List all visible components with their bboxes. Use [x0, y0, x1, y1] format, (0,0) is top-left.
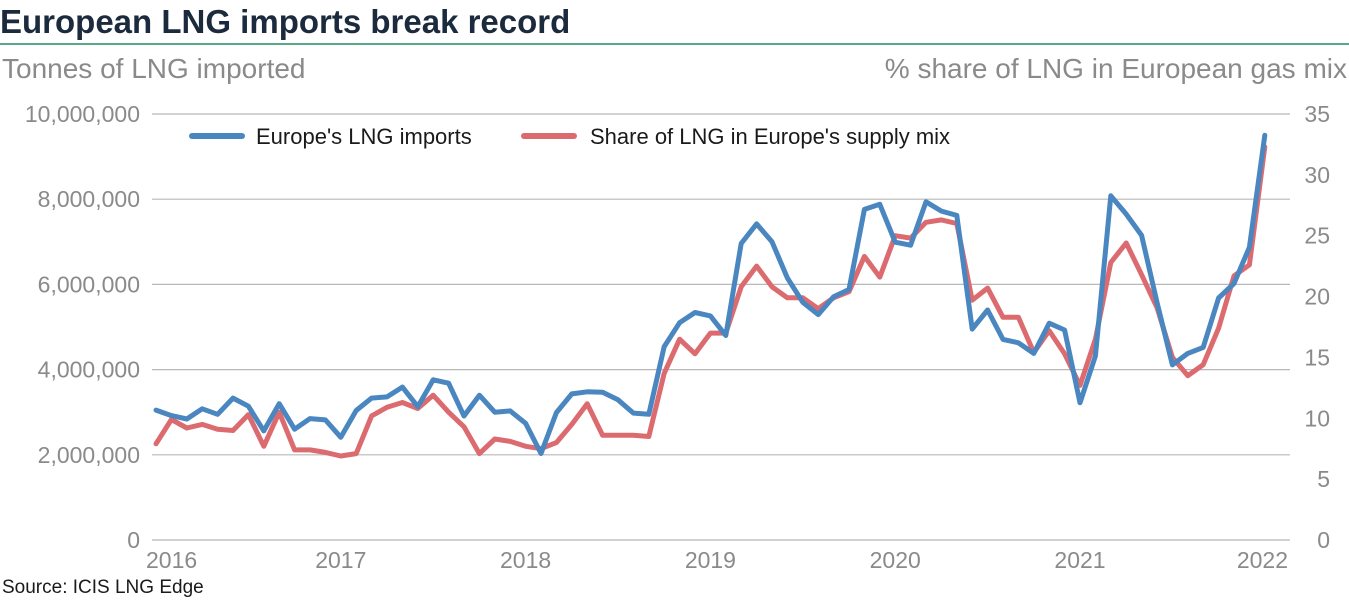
x-tick-label: 2021	[1054, 547, 1105, 573]
right-axis-ticks: 0 5 10 15 20 25 30 35	[1304, 101, 1330, 553]
right-tick-label: 20	[1304, 284, 1330, 310]
left-tick-label: 4,000,000	[38, 357, 140, 383]
x-tick-label: 2020	[870, 547, 921, 573]
x-tick-label: 2019	[685, 547, 736, 573]
left-tick-label: 0	[127, 527, 140, 553]
series-line-imports	[153, 132, 1268, 456]
series-lines	[153, 132, 1268, 459]
right-tick-label: 35	[1304, 101, 1330, 127]
right-tick-label: 30	[1304, 162, 1330, 188]
left-tick-label: 2,000,000	[38, 442, 140, 468]
x-tick-label: 2022	[1237, 547, 1288, 573]
source-note: Source: ICIS LNG Edge	[2, 577, 204, 598]
left-axis-title: Tonnes of LNG imported	[2, 53, 306, 84]
legend-item-imports-label: Europe's LNG imports	[256, 124, 472, 149]
chart-title: European LNG imports break record	[0, 3, 571, 40]
x-axis-ticks: 2016 2017 2018 2019 2020 2021 2022	[146, 547, 1288, 573]
right-tick-label: 10	[1304, 405, 1330, 431]
right-tick-label: 15	[1304, 344, 1330, 370]
x-tick-label: 2018	[500, 547, 551, 573]
right-axis-title: % share of LNG in European gas mix	[884, 53, 1347, 84]
left-tick-label: 10,000,000	[25, 101, 140, 127]
right-tick-label: 25	[1304, 223, 1330, 249]
x-tick-label: 2016	[146, 547, 197, 573]
title-rule	[0, 43, 1349, 45]
series-line-share	[153, 144, 1268, 459]
left-axis-ticks: 0 2,000,000 4,000,000 6,000,000 8,000,000 10,…	[25, 101, 140, 553]
x-tick-label: 2017	[315, 547, 366, 573]
right-tick-label: 5	[1317, 466, 1330, 492]
right-tick-label: 0	[1317, 527, 1330, 553]
legend-item-share-label: Share of LNG in Europe's supply mix	[590, 124, 950, 149]
left-tick-label: 6,000,000	[38, 271, 140, 297]
left-tick-label: 8,000,000	[38, 186, 140, 212]
legend: Europe's LNG imports Share of LNG in Euro…	[189, 124, 950, 149]
